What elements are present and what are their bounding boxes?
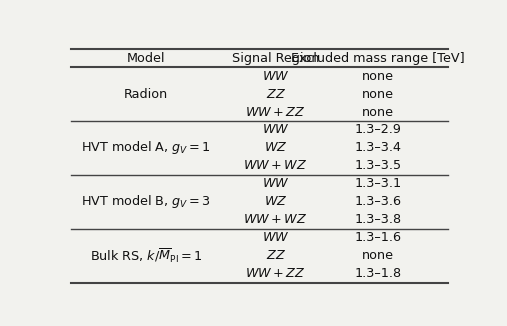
- Text: Excluded mass range [TeV]: Excluded mass range [TeV]: [291, 52, 464, 65]
- Text: none: none: [361, 88, 394, 100]
- Text: Bulk RS, $k/\overline{M}_{\mathrm{Pl}} = 1$: Bulk RS, $k/\overline{M}_{\mathrm{Pl}} =…: [90, 246, 202, 265]
- Text: HVT model B, $g_V = 3$: HVT model B, $g_V = 3$: [81, 193, 211, 210]
- Text: Radion: Radion: [124, 88, 168, 100]
- Text: Signal Region: Signal Region: [232, 52, 319, 65]
- Text: $WW$: $WW$: [262, 177, 289, 190]
- Text: $WZ$: $WZ$: [264, 195, 287, 208]
- Text: 1.3–3.8: 1.3–3.8: [354, 213, 401, 226]
- Text: 1.3–3.6: 1.3–3.6: [354, 195, 401, 208]
- Text: none: none: [361, 106, 394, 119]
- Text: $WW$: $WW$: [262, 124, 289, 137]
- Text: none: none: [361, 249, 394, 262]
- Text: $WW + ZZ$: $WW + ZZ$: [245, 267, 306, 280]
- Text: 1.3–3.1: 1.3–3.1: [354, 177, 401, 190]
- Text: 1.3–3.5: 1.3–3.5: [354, 159, 401, 172]
- Text: HVT model A, $g_V = 1$: HVT model A, $g_V = 1$: [81, 140, 211, 156]
- Text: $WW$: $WW$: [262, 231, 289, 244]
- Text: 1.3–3.4: 1.3–3.4: [354, 141, 401, 155]
- Text: $WW + ZZ$: $WW + ZZ$: [245, 106, 306, 119]
- Text: $WW + WZ$: $WW + WZ$: [243, 159, 308, 172]
- Text: 1.3–1.8: 1.3–1.8: [354, 267, 401, 280]
- Text: $WW$: $WW$: [262, 69, 289, 82]
- Text: 1.3–1.6: 1.3–1.6: [354, 231, 401, 244]
- Text: 1.3–2.9: 1.3–2.9: [354, 124, 401, 137]
- Text: none: none: [361, 69, 394, 82]
- Text: $WZ$: $WZ$: [264, 141, 287, 155]
- Text: $ZZ$: $ZZ$: [266, 249, 285, 262]
- Text: Model: Model: [127, 52, 165, 65]
- Text: $ZZ$: $ZZ$: [266, 88, 285, 100]
- Text: $WW + WZ$: $WW + WZ$: [243, 213, 308, 226]
